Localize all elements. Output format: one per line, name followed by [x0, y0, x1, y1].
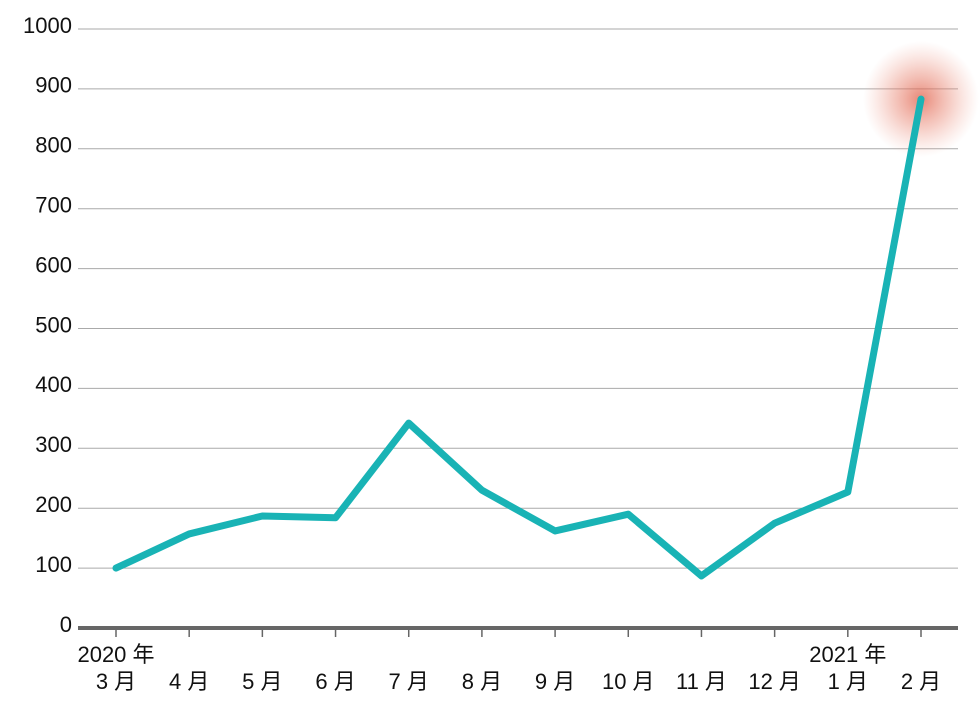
- y-tick-label: 200: [35, 492, 72, 517]
- y-tick-label: 400: [35, 372, 72, 397]
- x-tick-label: 6 月: [315, 669, 355, 694]
- x-tick-label: 2 月: [901, 669, 941, 694]
- y-tick-label: 500: [35, 312, 72, 337]
- y-tick-label: 600: [35, 252, 72, 277]
- x-tick-label: 7 月: [389, 669, 429, 694]
- x-tick-label: 1 月: [828, 669, 868, 694]
- x-tick-label: 12 月: [748, 669, 801, 694]
- year-label: 2020 年: [77, 642, 154, 667]
- y-tick-label: 700: [35, 193, 72, 218]
- y-tick-label: 800: [35, 133, 72, 158]
- x-tick-label: 10 月: [602, 669, 655, 694]
- x-tick-label: 8 月: [462, 669, 502, 694]
- y-tick-label: 100: [35, 552, 72, 577]
- x-tick-label: 5 月: [242, 669, 282, 694]
- year-label: 2021 年: [809, 642, 886, 667]
- y-tick-label: 0: [60, 612, 72, 637]
- x-tick-label: 11 月: [676, 669, 727, 694]
- y-tick-label: 900: [35, 73, 72, 98]
- y-tick-label: 1000: [23, 13, 72, 38]
- data-line: [112, 95, 925, 580]
- x-tick-label: 3 月: [96, 669, 136, 694]
- y-tick-label: 300: [35, 432, 72, 457]
- x-tick-label: 9 月: [535, 669, 575, 694]
- x-tick-label: 4 月: [169, 669, 209, 694]
